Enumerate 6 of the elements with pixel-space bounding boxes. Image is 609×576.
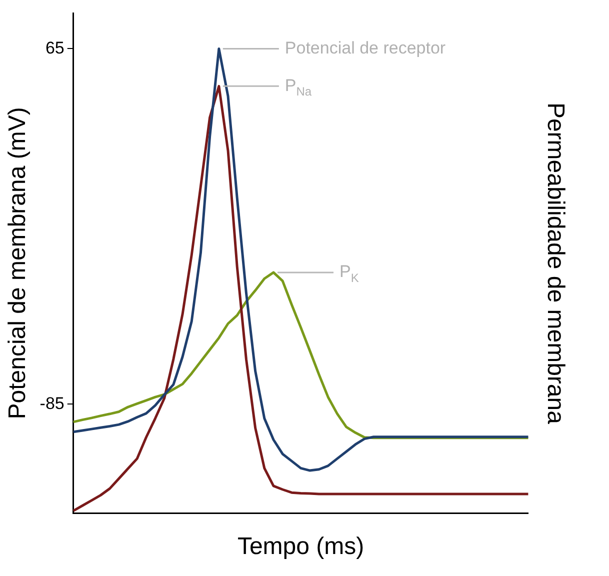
annotation: Potencial de receptor <box>284 38 446 58</box>
y-tick-label: -85 <box>40 394 64 413</box>
x-axis-title: Tempo (ms) <box>237 533 364 560</box>
y-tick-label: 65 <box>45 38 64 58</box>
y2-axis-title: Permeabilidade de membrana <box>542 102 569 425</box>
y-axis-title: Potencial de membrana (mV) <box>4 107 32 420</box>
